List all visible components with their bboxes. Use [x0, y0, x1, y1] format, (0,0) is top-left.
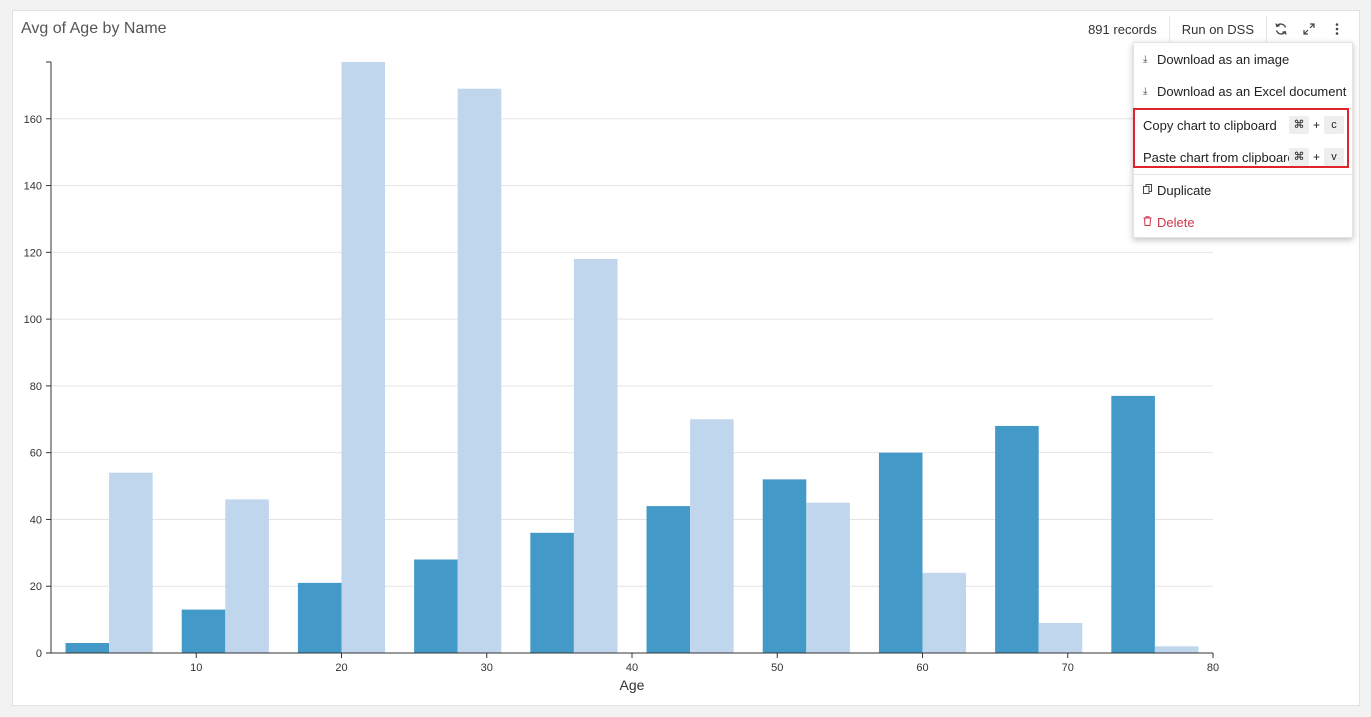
menu-item-label: Download as an image [1157, 51, 1290, 67]
bar [530, 532, 574, 653]
bar [225, 499, 269, 653]
bar [65, 642, 110, 653]
y-tick-label: 0 [36, 648, 42, 660]
download-icon: ⤓ [1143, 53, 1148, 65]
menu-item-label: Delete [1157, 214, 1195, 230]
bar [109, 472, 153, 653]
menu-item-label: Paste chart from clipboard [1143, 149, 1295, 165]
v-key: v [1324, 148, 1344, 166]
y-tick-label: 140 [24, 181, 42, 193]
run-on-dss-button[interactable]: Run on DSS [1181, 21, 1254, 37]
x-tick-label: 30 [481, 662, 493, 674]
bar [995, 425, 1039, 653]
chart-toolbar: 891 records Run on DSS [1076, 11, 1351, 47]
bar [414, 559, 458, 653]
bar [878, 452, 923, 653]
toolbar-divider [1168, 16, 1170, 42]
x-tick-label: 50 [771, 662, 783, 674]
bar [806, 502, 850, 653]
delete-menu-item[interactable]: Delete [1134, 206, 1352, 238]
y-tick-label: 100 [24, 314, 42, 326]
expand-icon[interactable] [1295, 16, 1323, 42]
bar [1111, 395, 1155, 653]
y-tick-label: 160 [24, 114, 42, 126]
x-tick-label: 10 [190, 662, 202, 674]
c-key: c [1324, 116, 1344, 134]
copy-shortcut: ⌘ + c [1288, 116, 1344, 134]
bar [341, 62, 386, 653]
download-excel-menu-item[interactable]: ⤓ Download as an Excel document [1134, 75, 1352, 107]
menu-divider [1134, 174, 1352, 175]
plus-sign: + [1312, 150, 1320, 164]
chart-title: Avg of Age by Name [21, 20, 167, 37]
bar [690, 419, 734, 653]
download-image-menu-item[interactable]: ⤓ Download as an image [1134, 43, 1352, 75]
paste-shortcut: ⌘ + v [1288, 148, 1344, 166]
x-tick-label: 20 [335, 662, 347, 674]
refresh-icon[interactable] [1267, 16, 1295, 42]
y-tick-label: 60 [30, 448, 42, 460]
chart-context-menu: ⤓ Download as an image ⤓ Download as an … [1133, 42, 1353, 238]
toolbar-divider [1266, 16, 1267, 42]
download-icon: ⤓ [1143, 85, 1148, 97]
more-vertical-icon[interactable] [1323, 16, 1351, 42]
copy-chart-menu-item[interactable]: Copy chart to clipboard ⌘ + c [1134, 109, 1352, 141]
bar [181, 609, 226, 653]
x-tick-label: 60 [916, 662, 928, 674]
bar [922, 572, 967, 653]
duplicate-menu-item[interactable]: Duplicate [1134, 174, 1352, 206]
trash-icon [1143, 215, 1157, 229]
command-key: ⌘ [1288, 148, 1309, 166]
bar [1038, 622, 1083, 653]
bar [762, 479, 807, 653]
bar [457, 88, 502, 654]
bar [573, 259, 618, 653]
menu-item-label: Copy chart to clipboard [1143, 117, 1277, 133]
bar [646, 506, 691, 653]
bar [297, 582, 342, 653]
x-axis-label: Age [620, 677, 645, 693]
bar [1154, 646, 1199, 653]
menu-item-label: Duplicate [1157, 182, 1212, 198]
x-tick-label: 40 [626, 662, 638, 674]
x-tick-label: 80 [1207, 662, 1219, 674]
y-tick-label: 20 [30, 581, 42, 593]
duplicate-icon [1143, 183, 1157, 197]
menu-item-label: Download as an Excel document [1157, 83, 1347, 99]
x-tick-label: 70 [1062, 662, 1074, 674]
paste-chart-menu-item[interactable]: Paste chart from clipboard ⌘ + v [1134, 141, 1352, 173]
y-tick-label: 120 [24, 247, 42, 259]
plus-sign: + [1312, 118, 1320, 132]
y-tick-label: 40 [30, 514, 42, 526]
records-count: 891 records [1088, 21, 1157, 37]
command-key: ⌘ [1288, 116, 1309, 134]
y-tick-label: 80 [30, 381, 42, 393]
